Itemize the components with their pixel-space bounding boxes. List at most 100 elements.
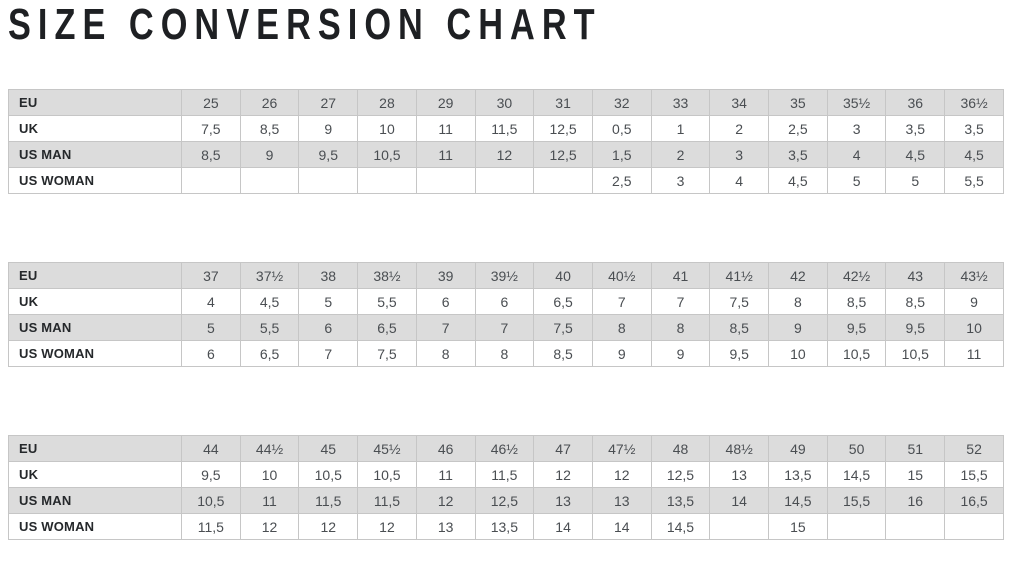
size-cell [181,167,241,194]
size-cell: 5 [181,314,241,341]
size-cell: 3,5 [768,141,828,168]
size-cell: 14,5 [650,513,711,540]
size-cell: 5 [885,167,946,194]
size-cell: 5,5 [944,167,1004,194]
size-cell: 7 [474,314,535,341]
size-cell: 12 [533,461,593,488]
size-cell: 9,5 [298,141,359,168]
size-cell: 12 [239,513,300,540]
size-table-3-body: EU 44 44½ 45 45½ 46 46½ 47 47½ 48 48½ 49 50 51 52 UK 9,5… [8,435,1004,540]
size-cell: 11,5 [357,487,417,514]
size-cell [298,167,359,194]
table-row: UK 4 4,5 5 5,5 6 6 6,5 7 7 7,5 8 8,5 8,5 9 [8,288,1004,315]
size-cell: 10,5 [885,340,946,367]
size-cell: 2,5 [768,115,828,142]
size-cell: 35 [768,89,828,116]
size-cell: 9 [768,314,828,341]
size-cell: 6,5 [357,314,417,341]
size-cell: 8 [768,288,828,315]
size-cell: 4 [709,167,770,194]
size-cell: 9,5 [885,314,946,341]
row-label: US MAN [8,314,182,341]
size-cell: 2 [650,141,711,168]
size-cell: 52 [944,435,1004,462]
size-cell: 8,5 [826,288,887,315]
size-cell [239,167,300,194]
size-cell: 37½ [239,262,300,289]
size-table-1-body: EU 25 26 27 28 29 30 31 32 33 34 35 35½ 36 36½ UK 7,5 8,5… [8,89,1004,194]
size-cell: 7 [591,288,652,315]
size-cell: 8 [415,340,476,367]
size-cell: 45 [298,435,359,462]
size-cell: 14,5 [826,461,887,488]
size-cell: 3 [650,167,711,194]
size-cell: 15 [885,461,946,488]
size-cell: 16 [885,487,946,514]
size-cell [357,167,417,194]
size-cell: 49 [768,435,828,462]
table-row: US MAN 8,5 9 9,5 10,5 11 12 12,5 1,5 2 3 3,5 4 4,5 4,5 [8,141,1004,168]
size-table-3: EU 44 44½ 45 45½ 46 46½ 47 47½ 48 48½ 49 50 51 52 UK 9,5… [8,435,1004,540]
size-cell: 11,5 [181,513,241,540]
size-cell: 25 [181,89,241,116]
size-cell: 5 [826,167,887,194]
size-cell: 9 [591,340,652,367]
size-cell: 41 [650,262,711,289]
size-cell: 3,5 [944,115,1004,142]
size-cell: 9 [650,340,711,367]
size-cell [826,513,887,540]
size-cell: 42½ [826,262,887,289]
table-row: US MAN 5 5,5 6 6,5 7 7 7,5 8 8 8,5 9 9,5 9,5 10 [8,314,1004,341]
size-cell: 4,5 [768,167,828,194]
size-cell: 15,5 [944,461,1004,488]
size-cell: 14 [533,513,593,540]
size-cell: 42 [768,262,828,289]
size-cell: 51 [885,435,946,462]
size-cell: 9,5 [826,314,887,341]
size-cell: 12 [357,513,417,540]
size-tables: EU 25 26 27 28 29 30 31 32 33 34 35 35½ 36 36½ UK 7,5 8,5… [8,89,1004,540]
size-cell [709,513,770,540]
size-cell: 26 [239,89,300,116]
size-cell: 44½ [239,435,300,462]
size-cell: 11 [944,340,1004,367]
size-cell: 10 [768,340,828,367]
size-cell: 43½ [944,262,1004,289]
size-cell: 47½ [591,435,652,462]
size-cell: 4,5 [944,141,1004,168]
size-cell [944,513,1004,540]
table-row: US WOMAN 11,5 12 12 12 13 13,5 14 14 14,5 15 [8,513,1004,540]
size-cell: 34 [709,89,770,116]
size-cell: 9 [298,115,359,142]
size-cell: 4 [826,141,887,168]
size-cell: 15 [768,513,828,540]
row-label: US WOMAN [8,340,182,367]
size-cell: 12,5 [533,141,593,168]
size-cell: 45½ [357,435,417,462]
size-cell: 8 [591,314,652,341]
size-cell: 41½ [709,262,770,289]
table-row: US MAN 10,5 11 11,5 11,5 12 12,5 13 13 13,5 14 14,5… [8,487,1004,514]
table-row: EU 44 44½ 45 45½ 46 46½ 47 47½ 48 48½ 49 50 51 52 [8,435,1004,462]
size-cell: 8,5 [239,115,300,142]
size-cell: 29 [415,89,476,116]
size-cell: 32 [591,89,652,116]
size-cell: 8,5 [885,288,946,315]
table-row: EU 37 37½ 38 38½ 39 39½ 40 40½ 41 41½ 42 42½ 43 43½ [8,262,1004,289]
size-cell: 10,5 [357,141,417,168]
size-cell: 35½ [826,89,887,116]
size-cell: 48 [650,435,711,462]
row-label: UK [8,115,182,142]
table-row: UK 9,5 10 10,5 10,5 11 11,5 12 12 12,5 13 13,5 14,5 1… [8,461,1004,488]
size-cell: 40½ [591,262,652,289]
size-cell: 14,5 [768,487,828,514]
size-cell: 36½ [944,89,1004,116]
size-cell: 39 [415,262,476,289]
table-row: EU 25 26 27 28 29 30 31 32 33 34 35 35½ 36 36½ [8,89,1004,116]
size-cell: 14 [591,513,652,540]
size-cell: 13,5 [474,513,535,540]
size-cell: 7 [415,314,476,341]
size-cell: 2,5 [591,167,652,194]
size-cell: 6 [298,314,359,341]
size-cell: 11 [415,141,476,168]
